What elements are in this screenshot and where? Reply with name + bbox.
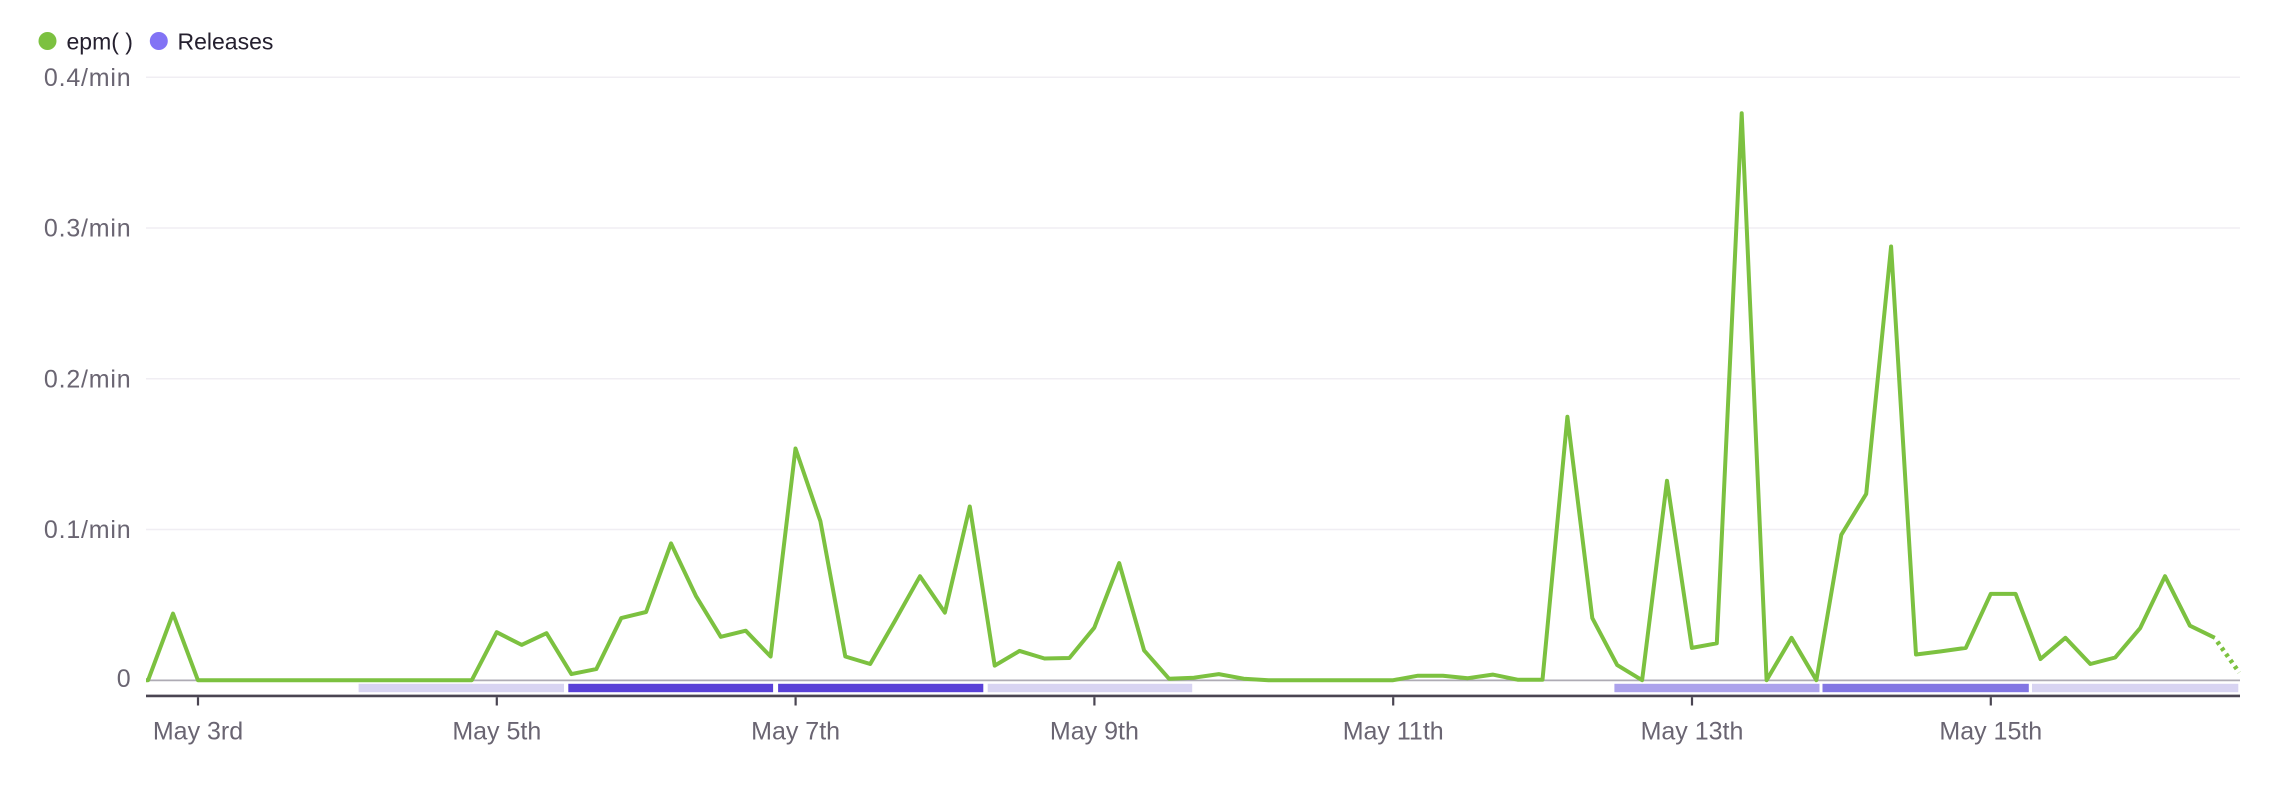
svg-text:May 15th: May 15th xyxy=(1939,718,2042,746)
svg-text:0.3/min: 0.3/min xyxy=(44,215,132,243)
svg-text:epm( ): epm( ) xyxy=(67,29,133,55)
svg-text:May 3rd: May 3rd xyxy=(153,718,243,746)
svg-text:0: 0 xyxy=(117,665,132,693)
svg-text:May 5th: May 5th xyxy=(452,718,541,746)
svg-text:May 11th: May 11th xyxy=(1343,718,1444,746)
svg-text:0.2/min: 0.2/min xyxy=(44,365,132,393)
svg-text:May 9th: May 9th xyxy=(1050,718,1139,746)
svg-text:May 13th: May 13th xyxy=(1641,718,1744,746)
svg-text:0.1/min: 0.1/min xyxy=(44,516,132,544)
svg-text:Releases: Releases xyxy=(178,29,274,55)
svg-text:May 7th: May 7th xyxy=(751,718,840,746)
svg-text:0.4/min: 0.4/min xyxy=(44,64,132,92)
